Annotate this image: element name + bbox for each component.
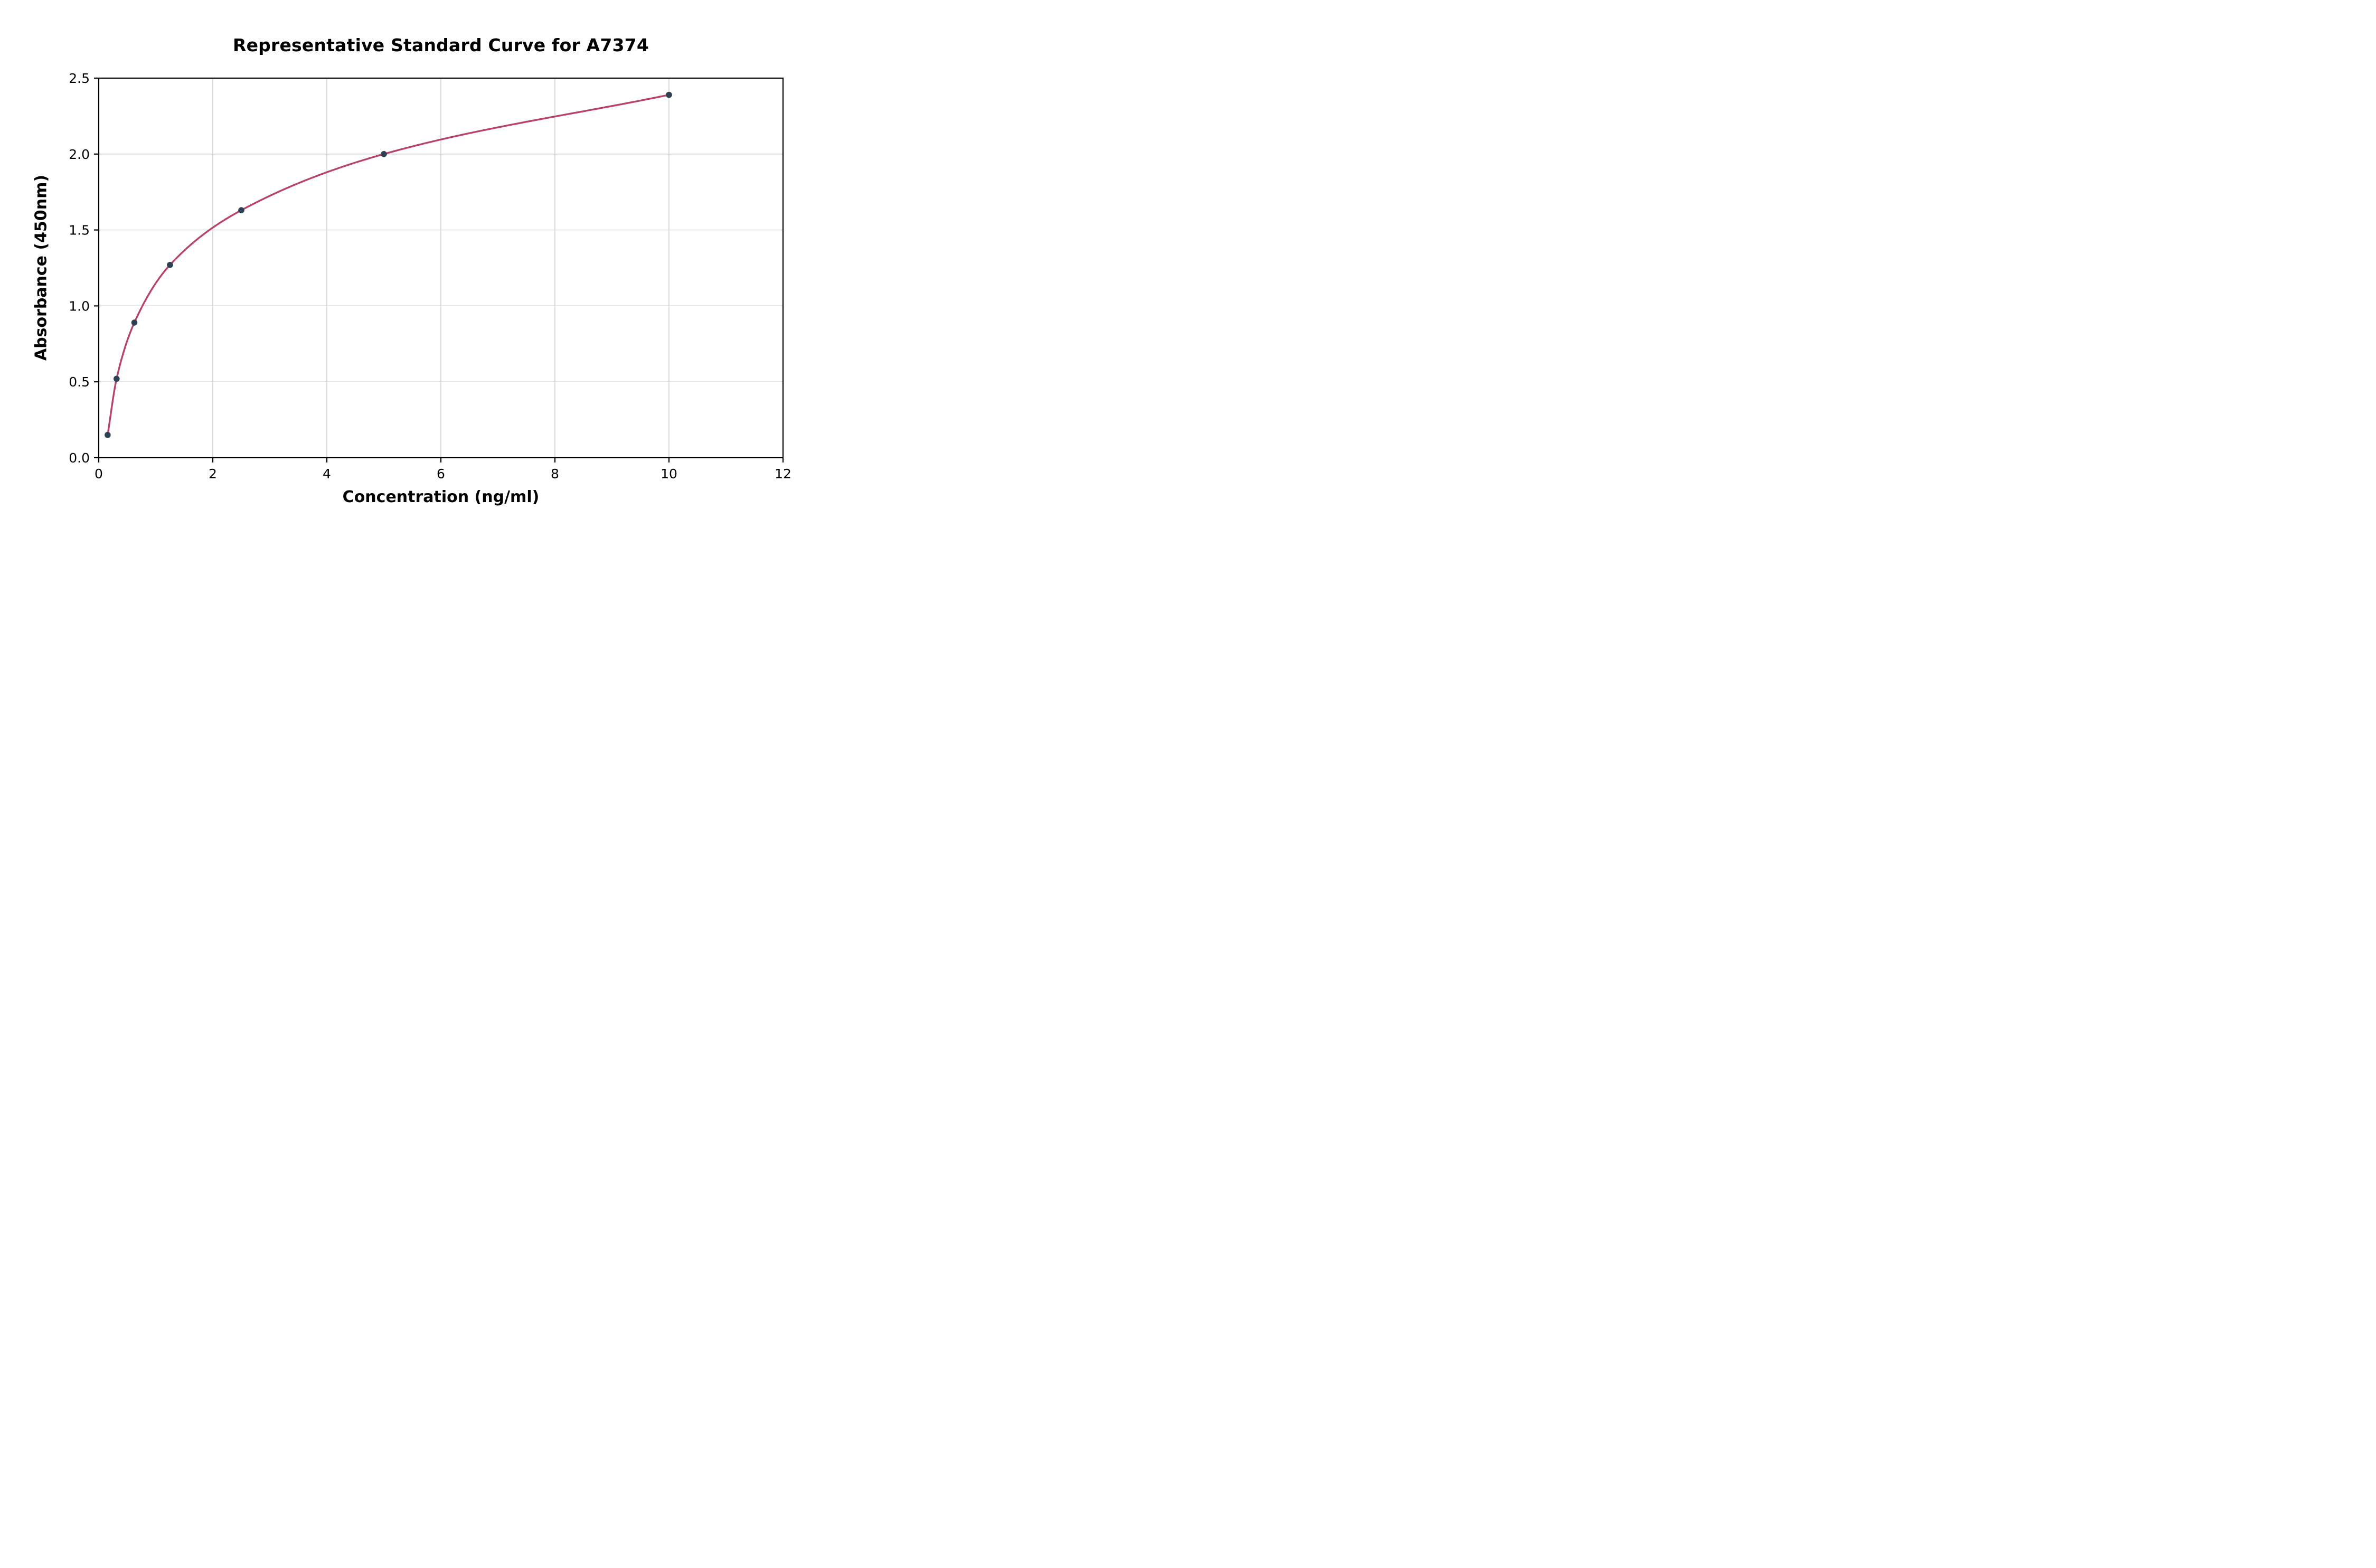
gridlines xyxy=(98,78,784,458)
axis-ticks xyxy=(94,77,784,462)
svg-text:1.0: 1.0 xyxy=(69,298,90,314)
x-axis-label: Concentration (ng/ml) xyxy=(342,488,540,506)
data-point xyxy=(131,319,138,326)
data-points xyxy=(105,91,672,438)
svg-text:12: 12 xyxy=(775,466,791,481)
data-point xyxy=(167,261,173,268)
y-axis-label: Absorbance (450nm) xyxy=(32,174,51,361)
x-tick-labels: 0 2 4 6 8 10 12 xyxy=(95,466,791,481)
data-point xyxy=(666,91,672,98)
chart-title: Representative Standard Curve for A7374 xyxy=(232,35,649,55)
fit-curve xyxy=(107,93,670,436)
y-tick-labels: 0.0 0.5 1.0 1.5 2.0 2.5 xyxy=(69,71,90,466)
data-point xyxy=(238,207,244,214)
svg-text:2.0: 2.0 xyxy=(69,147,90,162)
svg-text:4: 4 xyxy=(323,466,331,481)
data-point xyxy=(114,375,120,382)
svg-text:0.5: 0.5 xyxy=(69,374,90,390)
svg-text:2: 2 xyxy=(209,466,217,481)
data-point xyxy=(105,432,111,438)
svg-text:2.5: 2.5 xyxy=(69,71,90,86)
svg-text:0: 0 xyxy=(95,466,103,481)
svg-text:0.0: 0.0 xyxy=(69,450,90,466)
standard-curve-figure: 0 2 4 6 8 10 12 0.0 0.5 1.0 1.5 2.0 2.5 Representati… xyxy=(0,0,792,523)
data-point xyxy=(381,151,387,157)
svg-text:6: 6 xyxy=(437,466,445,481)
svg-text:1.5: 1.5 xyxy=(69,223,90,238)
svg-text:8: 8 xyxy=(551,466,559,481)
svg-text:10: 10 xyxy=(661,466,677,481)
standard-curve-chart: 0 2 4 6 8 10 12 0.0 0.5 1.0 1.5 2.0 2.5 xyxy=(69,71,791,481)
